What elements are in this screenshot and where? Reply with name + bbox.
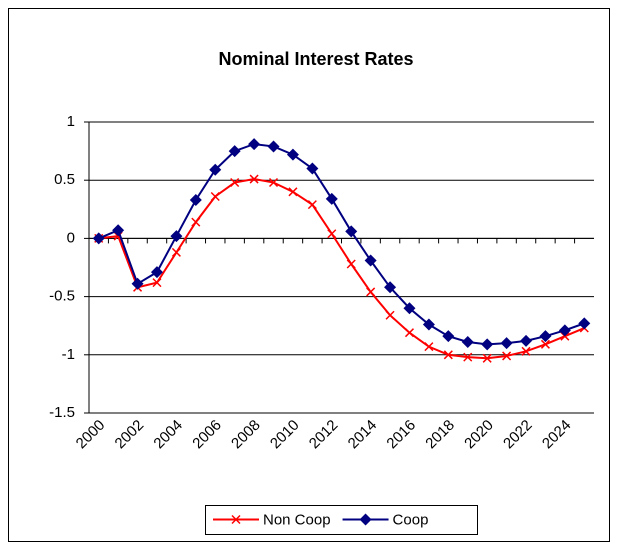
marker bbox=[209, 163, 222, 176]
marker bbox=[346, 259, 356, 269]
marker bbox=[306, 162, 319, 175]
marker bbox=[189, 193, 202, 206]
marker bbox=[230, 177, 240, 188]
y-tick-label: -1.5 bbox=[49, 404, 75, 421]
marker bbox=[92, 232, 105, 245]
marker bbox=[112, 224, 125, 237]
marker bbox=[578, 317, 591, 330]
chart-frame bbox=[8, 8, 610, 542]
y-tick-label: -1 bbox=[62, 346, 75, 363]
marker bbox=[364, 254, 377, 267]
marker bbox=[286, 148, 299, 161]
marker bbox=[359, 513, 372, 526]
marker bbox=[327, 229, 337, 239]
marker bbox=[443, 350, 453, 360]
y-tick-label: 0 bbox=[67, 229, 75, 246]
marker bbox=[521, 346, 531, 356]
marker bbox=[307, 200, 317, 210]
marker bbox=[228, 145, 241, 158]
marker bbox=[540, 339, 550, 349]
marker bbox=[520, 334, 533, 347]
marker bbox=[267, 140, 280, 153]
marker bbox=[249, 174, 259, 184]
marker bbox=[248, 138, 261, 151]
marker bbox=[171, 247, 181, 257]
marker bbox=[558, 324, 571, 337]
marker bbox=[345, 225, 358, 238]
series-line bbox=[98, 178, 585, 360]
marker bbox=[231, 514, 241, 525]
marker bbox=[500, 337, 513, 350]
y-tick-label: -0.5 bbox=[49, 288, 75, 305]
y-tick-label: 0.5 bbox=[54, 171, 75, 188]
marker bbox=[461, 335, 474, 348]
y-tick-label: 1 bbox=[67, 113, 75, 130]
chart-title: Nominal Interest Rates bbox=[218, 49, 413, 69]
marker bbox=[366, 287, 376, 297]
marker bbox=[191, 217, 201, 227]
marker bbox=[385, 310, 395, 320]
marker bbox=[481, 338, 494, 351]
marker bbox=[268, 177, 279, 188]
legend-label: Coop bbox=[393, 511, 429, 528]
marker bbox=[384, 281, 397, 294]
marker bbox=[463, 352, 473, 362]
marker bbox=[325, 192, 338, 205]
marker bbox=[150, 266, 163, 279]
marker bbox=[502, 351, 512, 361]
marker bbox=[170, 230, 183, 243]
marker bbox=[152, 278, 162, 288]
legend-label: Non Coop bbox=[263, 511, 331, 528]
marker bbox=[539, 330, 552, 343]
marker bbox=[210, 191, 220, 202]
marker bbox=[131, 277, 144, 290]
marker bbox=[422, 318, 435, 331]
marker bbox=[403, 302, 416, 315]
marker bbox=[442, 330, 455, 343]
marker bbox=[424, 342, 434, 352]
marker bbox=[404, 328, 415, 338]
marker bbox=[288, 187, 298, 197]
marker bbox=[482, 353, 492, 363]
